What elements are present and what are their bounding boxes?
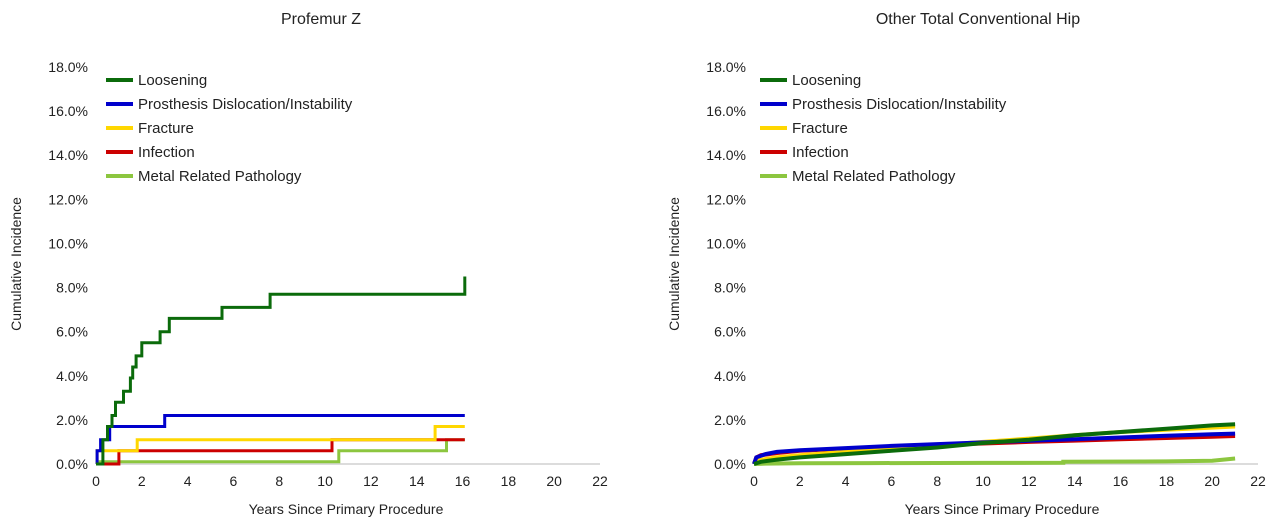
- series-line: [752, 431, 1236, 465]
- x-tick-label: 10: [317, 473, 333, 489]
- legend: Loosening Prosthesis Dislocation/Instabil…: [106, 72, 353, 185]
- y-tick-label: 8.0%: [714, 280, 746, 296]
- legend: Loosening Prosthesis Dislocation/Instabil…: [760, 72, 1007, 185]
- x-tick-labels: 0 2 4 6 8 10 12 14 16 18 20 22: [750, 473, 1266, 489]
- y-tick-label: 0.0%: [714, 456, 746, 472]
- x-tick-label: 2: [796, 473, 804, 489]
- y-tick-labels: 0.0% 2.0% 4.0% 6.0% 8.0% 10.0% 12.0% 14.0% 16.0%…: [48, 59, 88, 472]
- x-tick-label: 6: [888, 473, 896, 489]
- x-tick-label: 2: [138, 473, 146, 489]
- y-tick-label: 4.0%: [56, 368, 88, 384]
- chart-title: Other Total Conventional Hip: [876, 11, 1080, 28]
- legend-label: Loosening: [792, 72, 861, 89]
- x-axis-label: Years Since Primary Procedure: [249, 501, 444, 517]
- series-line: [95, 425, 465, 466]
- legend-label: Infection: [138, 144, 195, 161]
- x-tick-label: 8: [933, 473, 941, 489]
- x-tick-label: 22: [592, 473, 608, 489]
- legend-label: Fracture: [138, 120, 194, 137]
- x-tick-label: 16: [455, 473, 471, 489]
- legend-label: Loosening: [138, 72, 207, 89]
- x-tick-label: 10: [975, 473, 991, 489]
- panel-profemur-z: Profemur Z Cumulative Incidence Years Si…: [8, 11, 608, 517]
- y-axis-label: Cumulative Incidence: [666, 197, 682, 331]
- x-tick-labels: 0 2 4 6 8 10 12 14 16 18 20 22: [92, 473, 608, 489]
- y-tick-label: 14.0%: [48, 147, 88, 163]
- x-tick-label: 6: [230, 473, 238, 489]
- y-tick-label: 10.0%: [706, 235, 746, 251]
- x-tick-label: 0: [92, 473, 100, 489]
- y-tick-label: 10.0%: [48, 235, 88, 251]
- y-tick-label: 2.0%: [714, 412, 746, 428]
- legend-label: Fracture: [792, 120, 848, 137]
- x-tick-label: 8: [275, 473, 283, 489]
- y-tick-label: 2.0%: [56, 412, 88, 428]
- x-tick-label: 18: [501, 473, 517, 489]
- y-axis-label: Cumulative Incidence: [8, 197, 24, 331]
- y-tick-label: 6.0%: [56, 324, 88, 340]
- x-tick-label: 20: [1204, 473, 1220, 489]
- series-line: [753, 422, 1236, 466]
- x-tick-label: 16: [1113, 473, 1129, 489]
- x-tick-label: 18: [1159, 473, 1175, 489]
- x-tick-label: 12: [1021, 473, 1037, 489]
- x-tick-label: 4: [842, 473, 850, 489]
- x-tick-label: 20: [546, 473, 562, 489]
- x-tick-label: 22: [1250, 473, 1266, 489]
- legend-label: Prosthesis Dislocation/Instability: [138, 96, 353, 113]
- chart-title: Profemur Z: [281, 11, 361, 28]
- series-lines: [95, 276, 467, 466]
- x-tick-label: 12: [363, 473, 379, 489]
- legend-label: Metal Related Pathology: [138, 168, 302, 185]
- x-tick-label: 14: [409, 473, 425, 489]
- x-tick-label: 0: [750, 473, 758, 489]
- legend-label: Prosthesis Dislocation/Instability: [792, 96, 1007, 113]
- y-tick-label: 4.0%: [714, 368, 746, 384]
- y-tick-label: 14.0%: [706, 147, 746, 163]
- legend-label: Infection: [792, 144, 849, 161]
- x-tick-label: 4: [184, 473, 192, 489]
- series-line: [96, 276, 467, 466]
- y-tick-label: 18.0%: [48, 59, 88, 75]
- panel-other-total-conventional-hip: Other Total Conventional Hip Cumulative …: [666, 11, 1266, 517]
- series-line: [752, 424, 1236, 466]
- y-tick-label: 16.0%: [706, 103, 746, 119]
- y-tick-label: 12.0%: [48, 191, 88, 207]
- series-line: [753, 456, 1236, 466]
- legend-label: Metal Related Pathology: [792, 168, 956, 185]
- y-tick-label: 18.0%: [706, 59, 746, 75]
- x-axis-label: Years Since Primary Procedure: [905, 501, 1100, 517]
- series-lines: [752, 422, 1236, 466]
- y-tick-label: 0.0%: [56, 456, 88, 472]
- y-tick-label: 16.0%: [48, 103, 88, 119]
- y-tick-labels: 0.0% 2.0% 4.0% 6.0% 8.0% 10.0% 12.0% 14.0% 16.0%…: [706, 59, 746, 472]
- y-tick-label: 6.0%: [714, 324, 746, 340]
- x-tick-label: 14: [1067, 473, 1083, 489]
- y-tick-label: 8.0%: [56, 280, 88, 296]
- y-tick-label: 12.0%: [706, 191, 746, 207]
